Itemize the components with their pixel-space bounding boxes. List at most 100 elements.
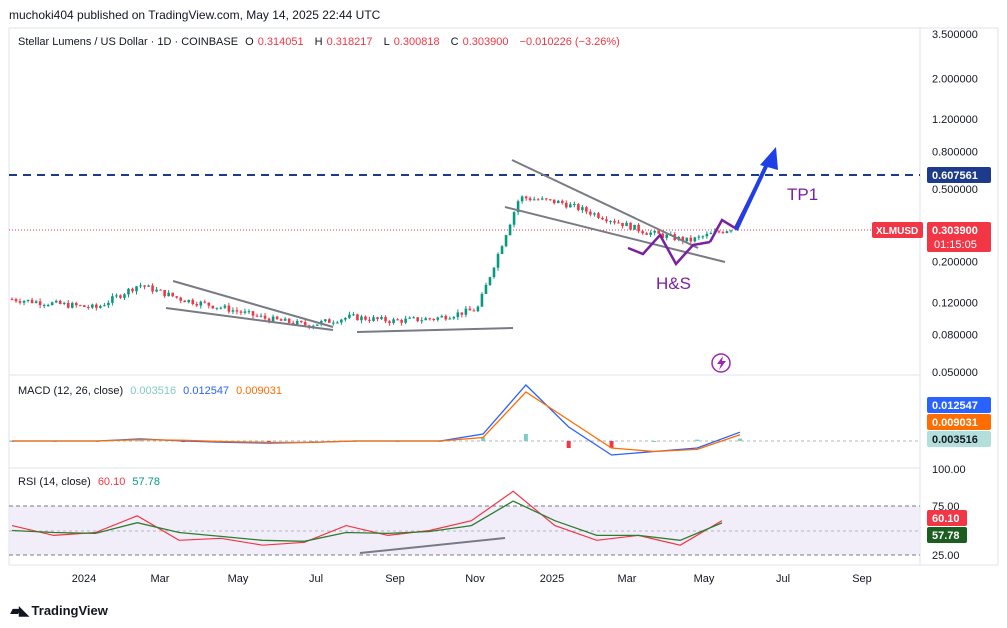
candle-body [58, 300, 62, 304]
lightning-icon[interactable] [711, 353, 731, 373]
candle-body [528, 198, 532, 201]
macd-hist-bar [566, 441, 571, 448]
hs-label: H&S [656, 274, 691, 293]
macd-hist-bar [138, 440, 143, 442]
candle-body [255, 315, 259, 317]
time-axis-label: Mar [151, 573, 170, 585]
candle-body [303, 322, 307, 326]
candle-body [159, 289, 162, 291]
trendline-wedge-lower[interactable] [504, 206, 726, 263]
close-key: C [450, 36, 459, 48]
symbol-tag-bg [872, 222, 923, 238]
projection-zigzag[interactable] [708, 187, 757, 243]
candle-body [340, 319, 343, 323]
rsi-tag-bg [927, 510, 967, 526]
candle-body [725, 231, 729, 234]
candle-body [633, 224, 636, 230]
symbol-title: Stellar Lumens / US Dollar · 1D · COINBA… [18, 36, 239, 48]
candle-body [103, 305, 106, 307]
price-axis-label: 0.050000 [932, 367, 978, 379]
rsi-title: RSI (14, close) [18, 476, 91, 488]
candle-body [227, 305, 231, 312]
candle-body [279, 319, 283, 321]
price-axis-label: 1.200000 [932, 114, 978, 126]
candle-body [219, 307, 223, 309]
candle-body [613, 221, 616, 223]
rsi-divergence-line[interactable] [359, 537, 506, 554]
tp-arrow-head [760, 147, 778, 170]
price-tag-bg [927, 222, 991, 252]
candle-body [629, 222, 632, 230]
candle-body [275, 316, 279, 320]
candle-body [681, 236, 685, 242]
candle-body [199, 301, 203, 306]
time-axis-label: Jul [309, 573, 323, 585]
candle-body [593, 213, 596, 215]
candle-body [448, 318, 452, 320]
candle-body [388, 321, 391, 324]
candle-body [552, 199, 556, 204]
time-axis-label: Sep [385, 573, 405, 585]
candle-body [119, 295, 122, 298]
candle-body [127, 288, 130, 295]
tp-label: TP1 [787, 185, 818, 204]
candle-body [111, 296, 114, 303]
candle-body [452, 317, 456, 319]
candle-body [657, 231, 660, 234]
macd-hist-value: 0.003516 [130, 385, 177, 397]
candle-body [247, 311, 251, 313]
candle-body [14, 299, 18, 302]
macd-signal-line [12, 391, 741, 453]
tradingview-logo[interactable]: ▰◣ TradingView [10, 602, 108, 619]
signal-tag-bg [927, 414, 991, 430]
candle-body [259, 315, 263, 317]
candle-body [492, 267, 496, 278]
price-axis-label: 0.500000 [932, 184, 978, 196]
time-axis-label: Mar [618, 573, 637, 585]
candle-body [621, 222, 624, 227]
price-axis-label: 0.800000 [932, 146, 978, 158]
time-axis-label: Jul [776, 573, 790, 585]
candle-body [476, 306, 480, 312]
candle-body [605, 219, 608, 222]
price-axis-label: 0.200000 [932, 257, 978, 269]
candle-body [456, 312, 460, 318]
candle-body [637, 224, 640, 232]
candle-body [74, 303, 78, 306]
candle-body [123, 294, 126, 298]
candle-body [38, 301, 42, 306]
candle-body [661, 233, 664, 238]
candle-body [344, 317, 347, 320]
rsi-value: 60.10 [97, 476, 126, 488]
trendline-wedge-upper[interactable] [511, 159, 699, 249]
price-axis-label: 2.000000 [932, 74, 978, 86]
macd-hist-bar [695, 439, 700, 441]
macd-hist-bar [481, 437, 486, 441]
candle-body [175, 296, 178, 298]
candle-body [30, 299, 34, 303]
candle-body [26, 299, 30, 301]
candle-body [428, 318, 432, 320]
candle-body [577, 204, 580, 211]
candle-body [520, 196, 524, 202]
macd-title: MACD (12, 26, close) [18, 385, 124, 397]
candle-body [372, 317, 375, 321]
hs-pattern-line[interactable] [627, 232, 711, 267]
candle-body [332, 322, 335, 324]
trendline-2024-lower[interactable] [165, 307, 334, 331]
candle-body [601, 217, 604, 220]
candle-body [239, 311, 243, 313]
candle-body [87, 306, 90, 308]
level-tag: 0.607561 [932, 170, 978, 182]
trendline-base[interactable] [356, 327, 514, 333]
candle-body [569, 204, 572, 208]
price-axis-label: 0.080000 [932, 330, 978, 342]
candle-body [203, 301, 207, 303]
tp-arrow-line[interactable] [734, 161, 770, 231]
candle-body [468, 308, 472, 311]
trendline-2024-upper[interactable] [172, 280, 334, 328]
macd-hist-bar [609, 441, 614, 448]
rsi-ma-tag-bg [927, 527, 967, 543]
candle-body [91, 304, 94, 308]
